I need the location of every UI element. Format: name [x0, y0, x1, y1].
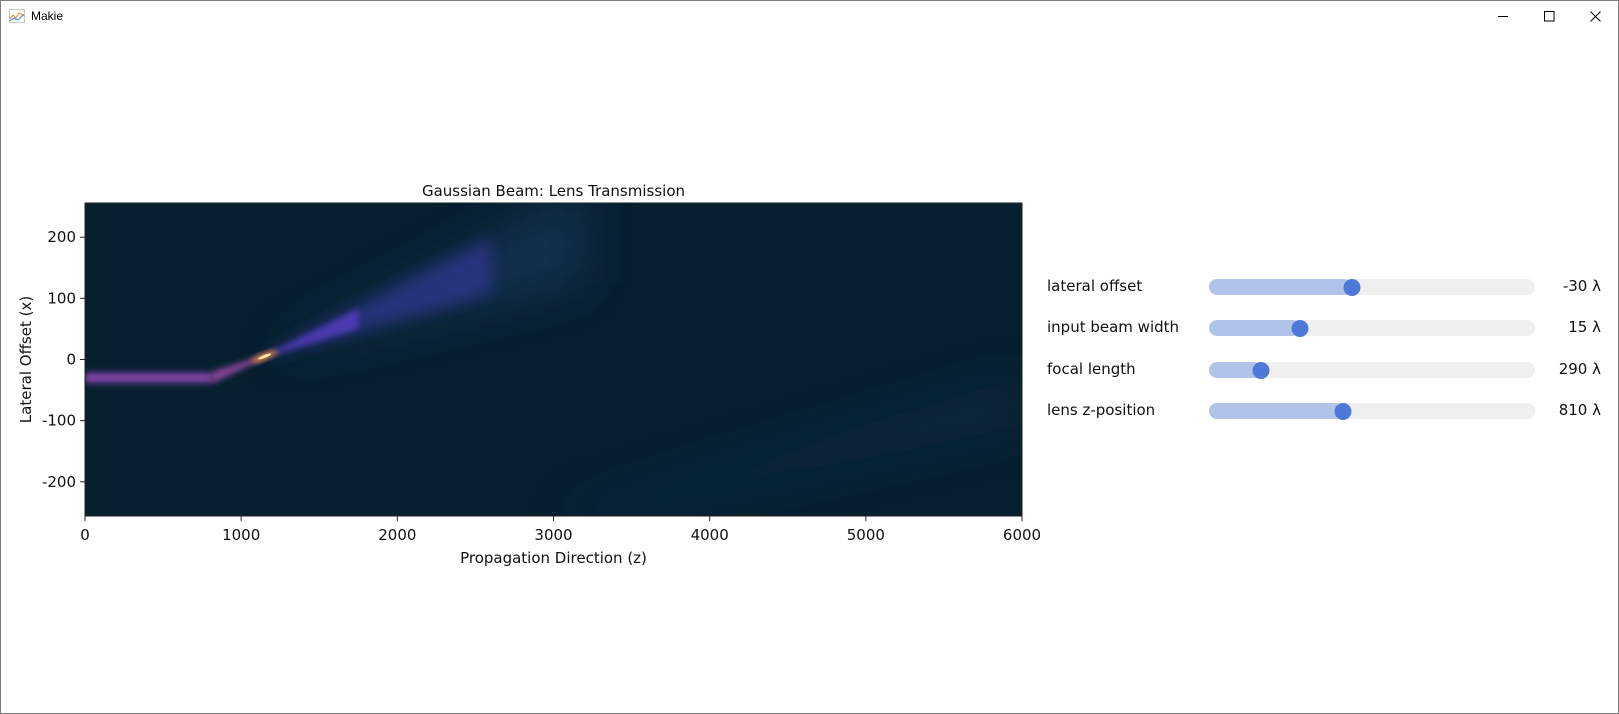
- slider-fill: [1209, 279, 1353, 295]
- y-tick-label: 200: [47, 228, 76, 246]
- slider-handle[interactable]: [1334, 402, 1352, 420]
- figure-canvas: Gaussian Beam: Lens Transmission 0 1000 20…: [1, 32, 1618, 713]
- x-tick-label: 0: [80, 526, 90, 544]
- slider-label: input beam width: [1047, 318, 1180, 336]
- slider-fill: [1209, 362, 1262, 378]
- slider-handle[interactable]: [1252, 361, 1270, 379]
- minimize-button[interactable]: [1480, 1, 1526, 32]
- title-bar[interactable]: Makie: [1, 1, 1618, 32]
- heatmap-plot: Gaussian Beam: Lens Transmission 0 1000 20…: [17, 182, 1041, 567]
- slider-fill: [1209, 403, 1343, 419]
- slider[interactable]: [1209, 361, 1535, 379]
- maximize-icon: [1543, 11, 1554, 22]
- makie-chart-icon: [9, 9, 25, 23]
- y-tick-label: -100: [42, 412, 76, 430]
- slider-label: lateral offset: [1047, 277, 1143, 295]
- slider[interactable]: [1209, 402, 1535, 420]
- slider-handle[interactable]: [1343, 278, 1361, 296]
- slider[interactable]: [1209, 319, 1535, 337]
- slider-value: -30 λ: [1562, 277, 1601, 295]
- x-tick-label: 4000: [691, 526, 729, 544]
- slider-fill: [1209, 320, 1301, 336]
- beam-side-lobe: [553, 376, 1022, 516]
- beam-near-divergence: [264, 308, 359, 358]
- maximize-button[interactable]: [1526, 1, 1572, 32]
- slider-value: 810 λ: [1558, 401, 1601, 419]
- slider-value: 290 λ: [1558, 360, 1601, 378]
- y-tick-label: -200: [42, 473, 76, 491]
- slider-label: focal length: [1047, 360, 1136, 378]
- minimize-icon: [1497, 16, 1508, 17]
- y-axis-label: Lateral Offset (x): [17, 296, 35, 423]
- close-button[interactable]: [1572, 1, 1618, 32]
- y-tick-label: 100: [47, 289, 76, 307]
- x-tick-label: 3000: [534, 526, 572, 544]
- converging-beam: [211, 354, 265, 384]
- beam-heatmap: [85, 203, 1022, 516]
- x-tick-label: 2000: [378, 526, 416, 544]
- y-tick-label: 0: [66, 351, 76, 369]
- slider-handle[interactable]: [1291, 319, 1309, 337]
- x-tick-label: 5000: [847, 526, 885, 544]
- slider-track[interactable]: [1209, 362, 1535, 378]
- slider[interactable]: [1209, 278, 1535, 296]
- window-title: Makie: [31, 9, 64, 23]
- input-beam-core: [85, 375, 212, 380]
- x-axis-ticks: 0 1000 2000 3000 4000 5000 6000: [80, 516, 1041, 544]
- x-tick-label: 6000: [1003, 526, 1041, 544]
- close-icon: [1589, 11, 1601, 22]
- slider-value: 15 λ: [1568, 318, 1601, 336]
- chart-title: Gaussian Beam: Lens Transmission: [422, 182, 685, 200]
- focal-spot-core: [258, 353, 272, 360]
- slider-label: lens z-position: [1047, 401, 1156, 419]
- x-axis-label: Propagation Direction (z): [460, 549, 647, 567]
- x-tick-label: 1000: [222, 526, 260, 544]
- y-axis-ticks: 200 100 0 -100 -200: [42, 228, 85, 491]
